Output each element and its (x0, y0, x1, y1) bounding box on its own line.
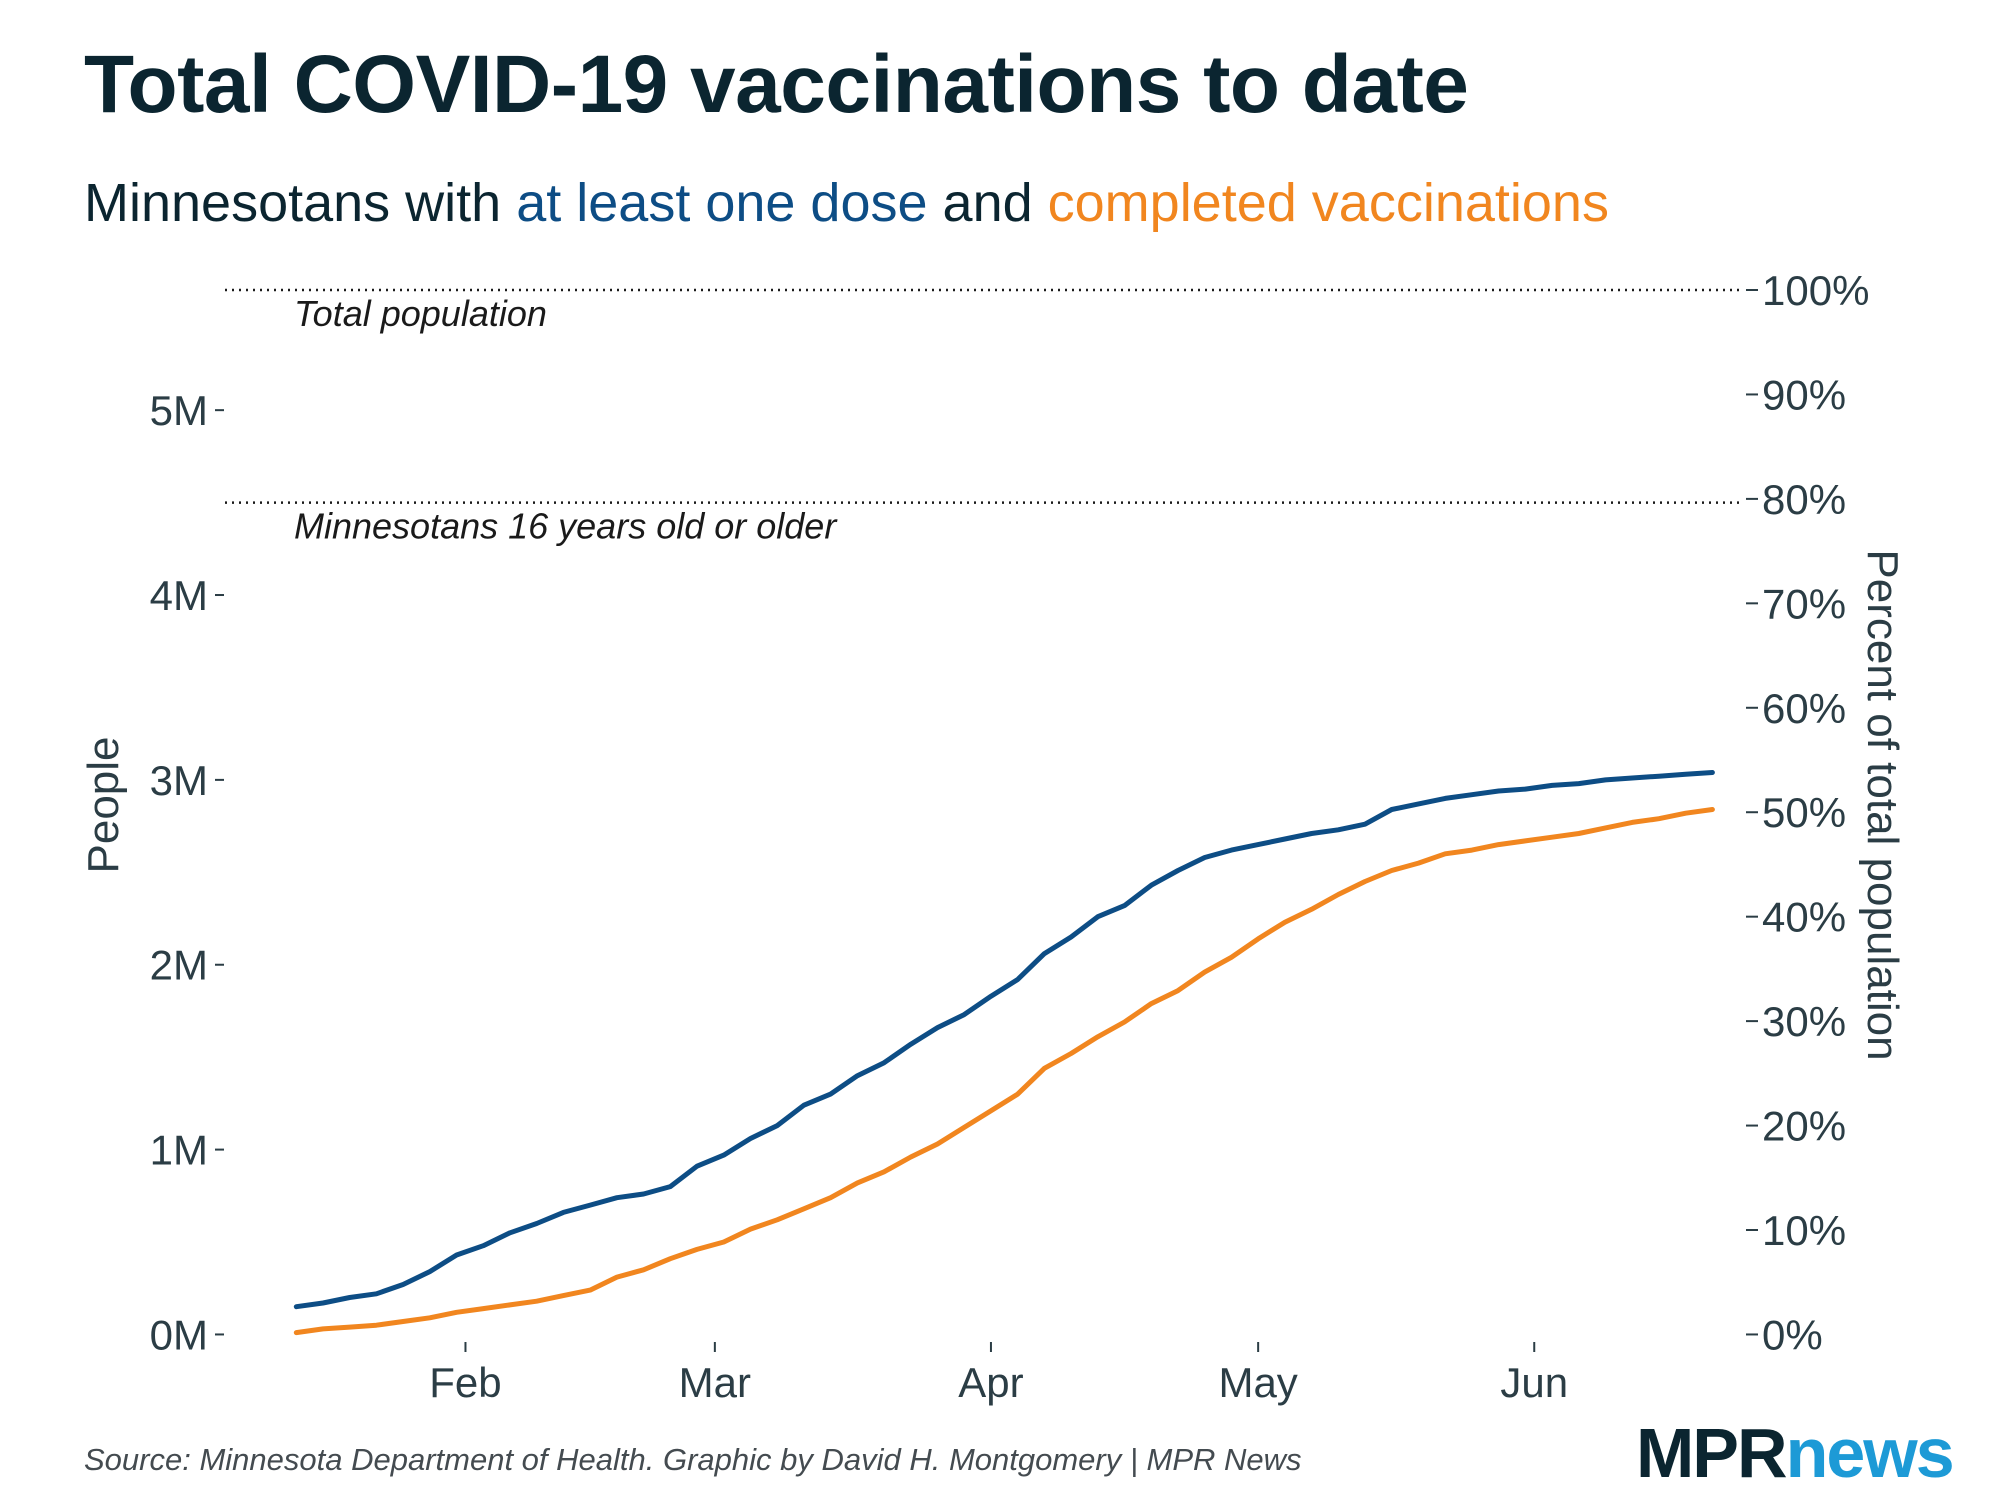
y-axis-title: People (79, 736, 128, 873)
x-tick-label-Feb: Feb (429, 1359, 501, 1406)
y2-tick-label-90%: 90% (1762, 371, 1846, 418)
y2-axis-title: Percent of total population (1858, 549, 1907, 1060)
y-tick-label-2M: 2M (150, 942, 208, 989)
subtitle-one-dose-label: at least one dose (516, 173, 928, 233)
y2-tick-label-20%: 20% (1762, 1103, 1846, 1150)
series-line-one-dose (293, 770, 1715, 1310)
subtitle-prefix: Minnesotans with (84, 173, 517, 233)
y2-tick-label-50%: 50% (1762, 789, 1846, 836)
x-tick-label-Apr: Apr (958, 1359, 1023, 1406)
reference-label-adults-16-plus: Minnesotans 16 years old or older (294, 506, 838, 547)
subtitle-completed-label: completed vaccinations (1047, 173, 1609, 233)
mpr-news-logo: MPRnews (1636, 1418, 1955, 1488)
y2-tick-label-40%: 40% (1762, 894, 1846, 941)
x-tick-label-Mar: Mar (679, 1359, 751, 1406)
y2-tick-label-80%: 80% (1762, 476, 1846, 523)
y2-tick-label-30%: 30% (1762, 998, 1846, 1045)
subtitle-middle: and (927, 173, 1048, 233)
y2-tick-label-10%: 10% (1762, 1207, 1846, 1254)
y2-tick-label-60%: 60% (1762, 685, 1846, 732)
series-line-completed (293, 807, 1715, 1336)
y-tick-label-4M: 4M (150, 572, 208, 619)
y-tick-label-5M: 5M (150, 387, 208, 434)
y-tick-label-0M: 0M (150, 1311, 208, 1358)
logo-news-text: news (1785, 1414, 1955, 1492)
reference-label-total-population: Total population (294, 293, 547, 334)
chart-subtitle: Minnesotans with at least one dose and c… (84, 172, 1609, 234)
y2-tick-label-70%: 70% (1762, 580, 1846, 627)
y-tick-label-1M: 1M (150, 1127, 208, 1174)
y2-tick-label-0%: 0% (1762, 1311, 1823, 1358)
y-tick-label-3M: 3M (150, 757, 208, 804)
chart-title: Total COVID-19 vaccinations to date (84, 39, 1469, 130)
source-note: Source: Minnesota Department of Health. … (84, 1442, 1302, 1477)
x-tick-label-Jun: Jun (1500, 1359, 1568, 1406)
x-tick-label-May: May (1218, 1359, 1297, 1406)
logo-mpr-text: MPR (1636, 1414, 1788, 1492)
y2-tick-label-100%: 100% (1762, 267, 1869, 314)
